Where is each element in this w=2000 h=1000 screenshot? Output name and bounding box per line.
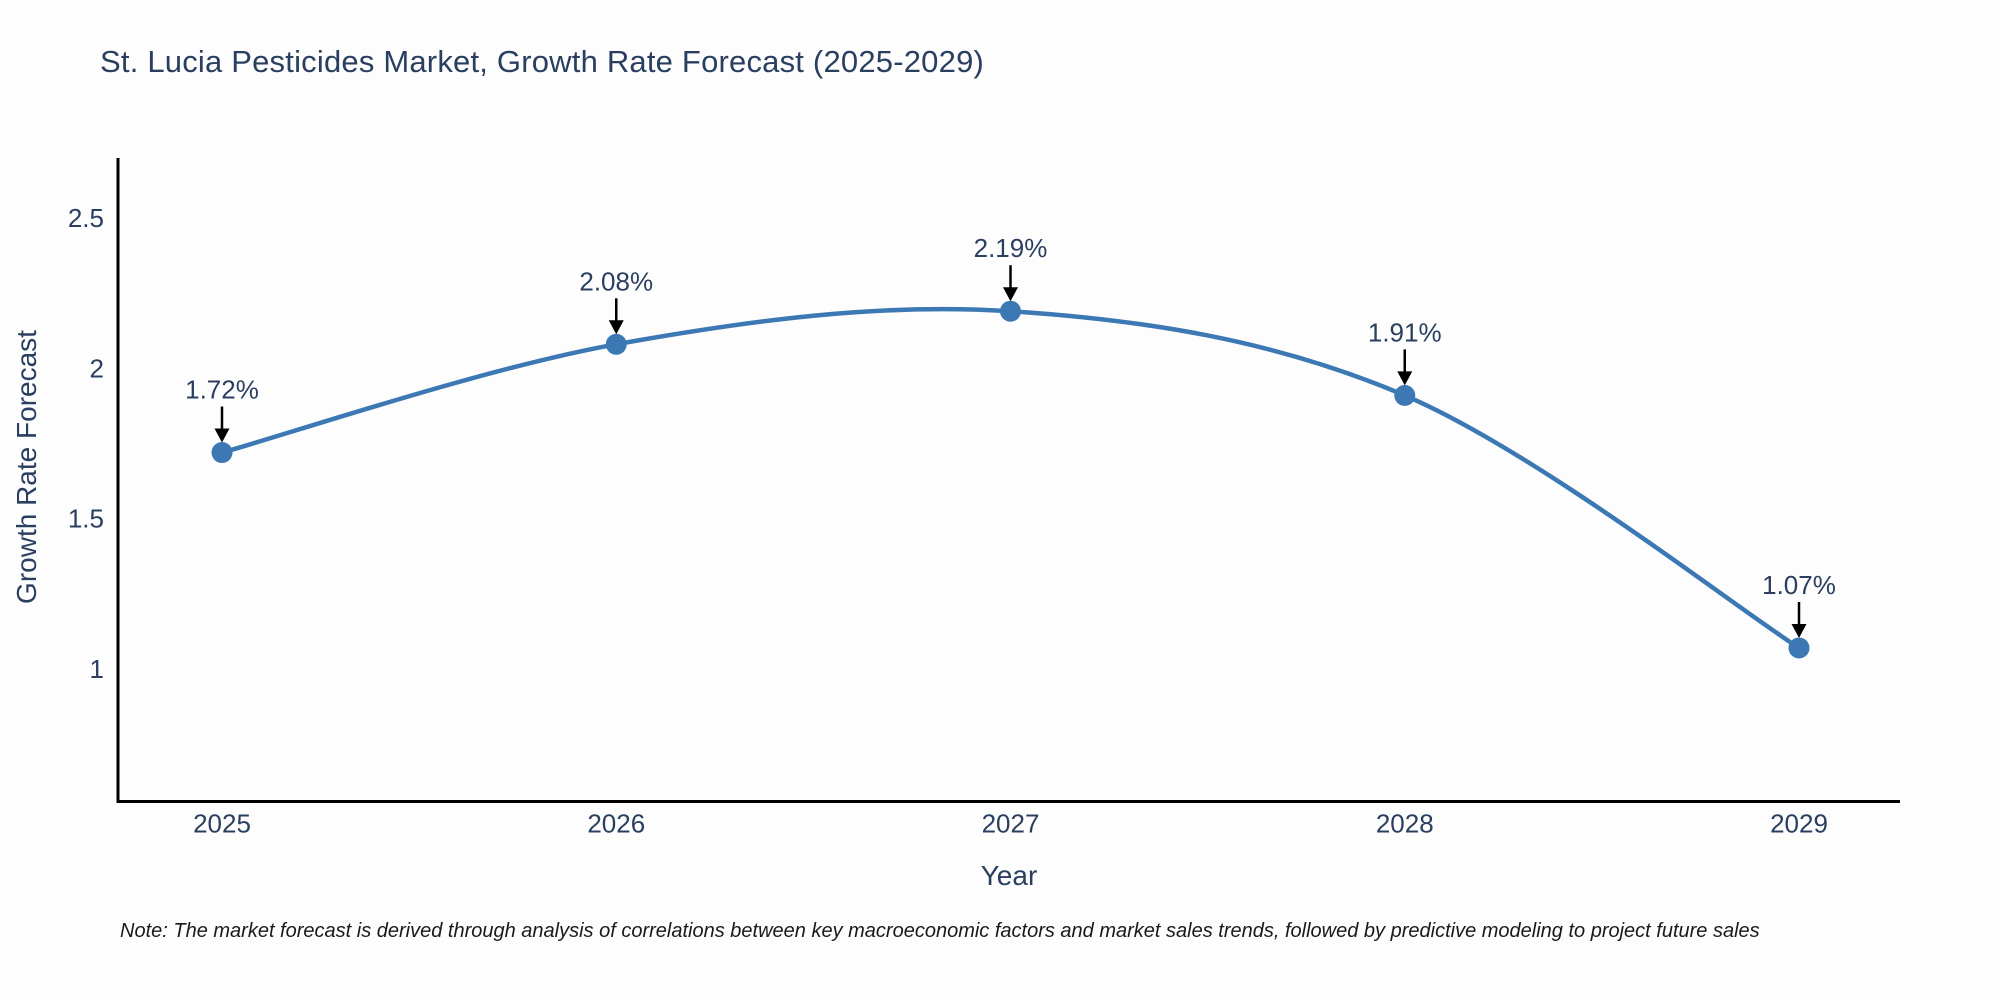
y-tick-label: 2	[90, 353, 104, 383]
data-point-label: 2.08%	[579, 266, 653, 296]
annotation-arrowhead-icon	[1397, 371, 1413, 386]
data-point-label: 2.19%	[974, 233, 1048, 263]
data-point	[1394, 384, 1416, 406]
trend-line	[219, 306, 1802, 651]
annotation-arrowhead-icon	[214, 428, 230, 443]
annotation-arrowhead-icon	[1003, 287, 1018, 302]
x-tick-label: 2026	[587, 809, 645, 839]
x-axis-title: Year	[980, 860, 1038, 891]
x-tick-label: 2025	[193, 809, 251, 839]
footnote: Note: The market forecast is derived thr…	[120, 920, 1760, 942]
data-point-label: 1.07%	[1762, 570, 1836, 600]
y-tick-label: 2.5	[68, 203, 104, 233]
data-point-label: 1.91%	[1368, 317, 1442, 347]
x-tick-label: 2029	[1770, 809, 1828, 839]
data-point	[211, 442, 233, 464]
data-point	[1788, 637, 1810, 659]
chart-title: St. Lucia Pesticides Market, Growth Rate…	[100, 44, 985, 79]
x-tick-label: 2028	[1376, 809, 1434, 839]
y-tick-label: 1	[90, 654, 104, 684]
data-point	[1000, 300, 1021, 322]
x-tick-label: 2027	[982, 809, 1040, 839]
data-point	[605, 333, 627, 355]
data-point-label: 1.72%	[185, 375, 259, 405]
annotation-arrowhead-icon	[608, 320, 624, 335]
annotation-arrowhead-icon	[1791, 623, 1807, 638]
y-tick-label: 1.5	[68, 504, 104, 534]
